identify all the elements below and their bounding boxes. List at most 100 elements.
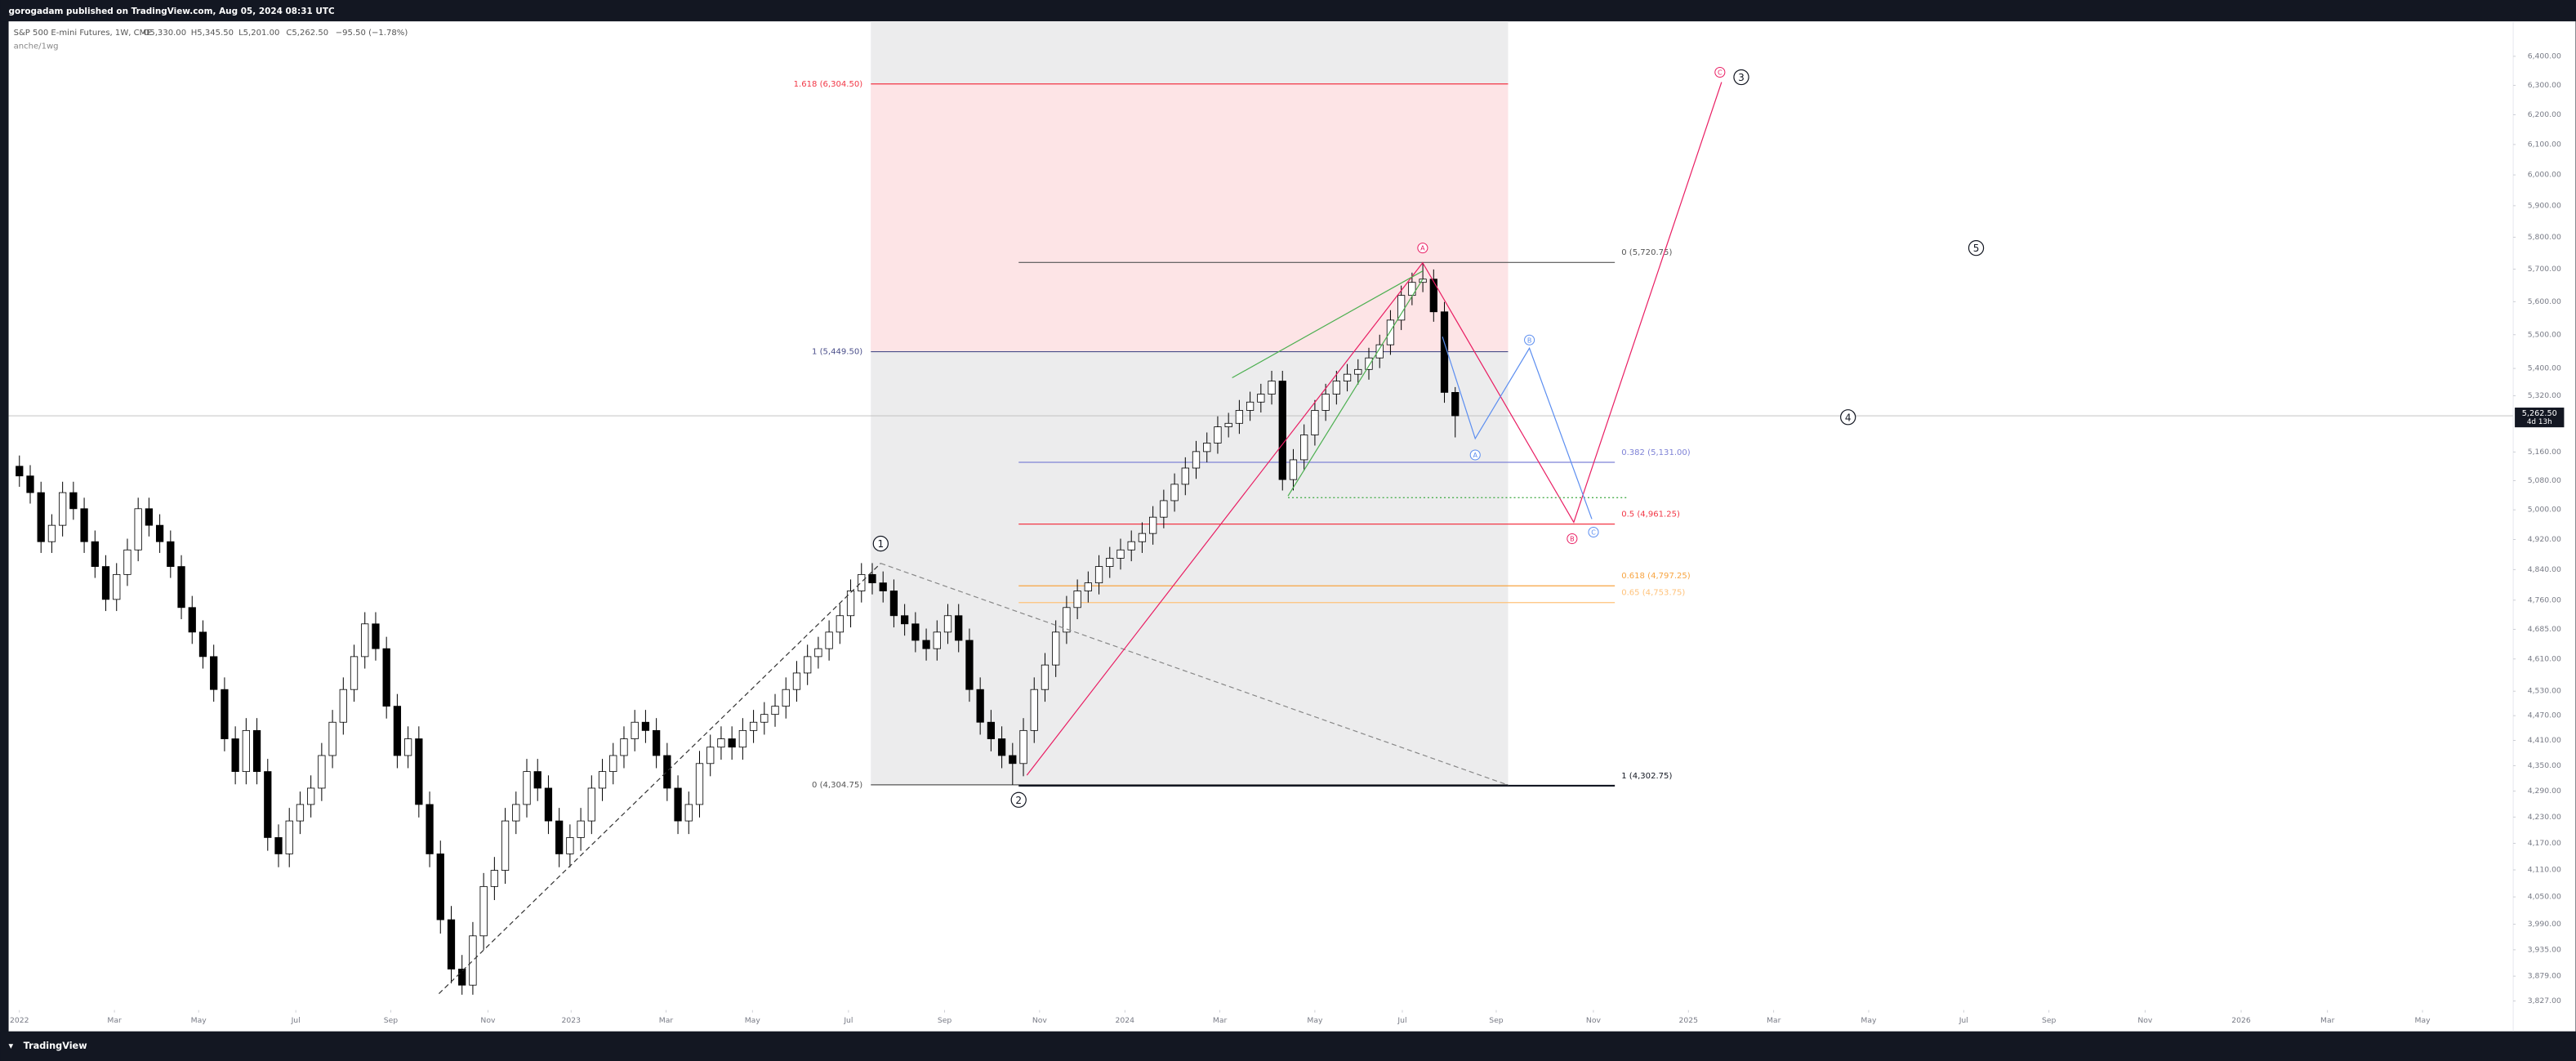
candle-body	[80, 508, 88, 542]
candle-body	[1386, 319, 1395, 345]
x-tick-label: Mar	[659, 1016, 674, 1025]
fib-label: 0.618 (4,797.25)	[1621, 572, 1691, 581]
candle-body	[469, 935, 477, 986]
candle-body	[1094, 566, 1103, 584]
candle-body	[1268, 381, 1276, 395]
y-tick-label: 4,050.00	[2528, 893, 2561, 902]
candle-body	[858, 573, 866, 591]
candle-body	[1365, 357, 1373, 370]
candle-body	[943, 615, 952, 633]
indicator: anche/1wg	[14, 42, 59, 51]
candle-body	[1408, 282, 1416, 296]
candle-body	[555, 820, 564, 854]
wave-circle	[1733, 69, 1749, 86]
candle-body	[1419, 279, 1427, 283]
wave-circle	[872, 535, 889, 552]
candle-body	[447, 919, 456, 970]
bottom-bar	[0, 1031, 2576, 1061]
footer-logo: TradingView	[24, 1041, 87, 1051]
wedge-upper	[1232, 270, 1424, 379]
x-tick-label: May	[745, 1016, 761, 1025]
candle-body	[1440, 311, 1449, 393]
candle-body	[318, 755, 326, 789]
candle-body	[987, 721, 996, 739]
fib-zone	[871, 83, 1509, 352]
candle-body	[382, 648, 390, 707]
candle-body	[426, 804, 434, 854]
y-tick-label: 5,600.00	[2528, 297, 2561, 306]
candle-body	[836, 615, 844, 633]
candle-body	[749, 721, 758, 731]
candle-body	[479, 885, 488, 937]
y-tick-label: 4,230.00	[2528, 813, 2561, 822]
wave-circle	[1840, 409, 1856, 426]
candle-body	[113, 573, 121, 600]
trend-dash	[880, 563, 1509, 786]
candle-body	[1160, 500, 1168, 518]
wave-circle	[1417, 243, 1428, 254]
wave-circle	[1524, 334, 1535, 345]
candle-body	[1451, 392, 1460, 417]
candle-body	[1052, 631, 1060, 666]
candle-body	[1257, 394, 1265, 403]
candle-body	[393, 706, 402, 756]
x-tick-label: Mar	[2320, 1016, 2335, 1025]
x-tick-label: May	[1861, 1016, 1877, 1025]
candle-body	[717, 738, 725, 748]
candle-body	[868, 573, 876, 584]
countdown-label: 4d 13h	[2527, 418, 2552, 426]
wave-label: C	[1718, 69, 1723, 77]
candle-body	[577, 820, 585, 838]
candle-body	[1170, 484, 1179, 502]
candle-body	[804, 656, 812, 674]
candle-body	[1246, 401, 1255, 411]
header: gorogadam published on TradingView.com, …	[9, 7, 335, 16]
last-price-label: 5,262.50	[2522, 409, 2557, 418]
candle-body	[620, 738, 628, 756]
candle-body	[210, 656, 218, 690]
y-tick-label: 3,879.00	[2528, 972, 2561, 981]
fib-label: 0 (5,720.75)	[1621, 248, 1672, 257]
candle-body	[922, 640, 930, 649]
wave-circle	[1567, 533, 1578, 545]
candle-body	[1429, 279, 1437, 313]
ohlc-change: −95.50 (−1.78%)	[336, 29, 408, 38]
drawings: 1 2 3 4 5 A B C A B C 6,400.00 6,300.00 6,…	[10, 21, 2565, 1032]
wave-circle	[1469, 449, 1481, 461]
candle-body	[706, 747, 715, 765]
y-tick-label: 5,500.00	[2528, 330, 2561, 339]
abc-alt-path	[1442, 337, 1593, 519]
candle-body	[252, 729, 261, 773]
candle-body	[566, 837, 574, 854]
candle-body	[350, 656, 359, 690]
candle-body	[1311, 410, 1319, 435]
candle-body	[296, 804, 305, 822]
candle-body	[1321, 394, 1330, 411]
candle-body	[16, 466, 24, 477]
candle-body	[782, 689, 790, 707]
fib-label: 1 (4,302.75)	[1621, 772, 1672, 781]
candle-body	[663, 755, 671, 789]
candle-body	[490, 870, 498, 887]
candle-body	[1375, 344, 1384, 359]
candle-body	[198, 631, 207, 658]
candle-body	[47, 524, 56, 542]
candle-body	[501, 820, 510, 871]
candle-body	[1149, 516, 1157, 534]
fib-label: 1.618 (6,304.50)	[794, 80, 863, 89]
abc-path	[1026, 82, 1723, 776]
x-tick-label: Mar	[1213, 1016, 1228, 1025]
candle-body	[523, 771, 531, 805]
candle-body	[59, 492, 67, 526]
y-tick-label: 5,160.00	[2528, 448, 2561, 457]
candle-body	[274, 837, 283, 854]
wave-label: 3	[1738, 72, 1745, 83]
ohlc-high: H5,345.50	[191, 29, 234, 38]
y-tick-label: 6,100.00	[2528, 140, 2561, 149]
x-tick-label: May	[191, 1016, 207, 1025]
x-tick-label: Sep	[1489, 1016, 1504, 1025]
candle-body	[1041, 664, 1050, 690]
x-tick-label: 2022	[10, 1016, 29, 1025]
candle-body	[1181, 467, 1189, 485]
